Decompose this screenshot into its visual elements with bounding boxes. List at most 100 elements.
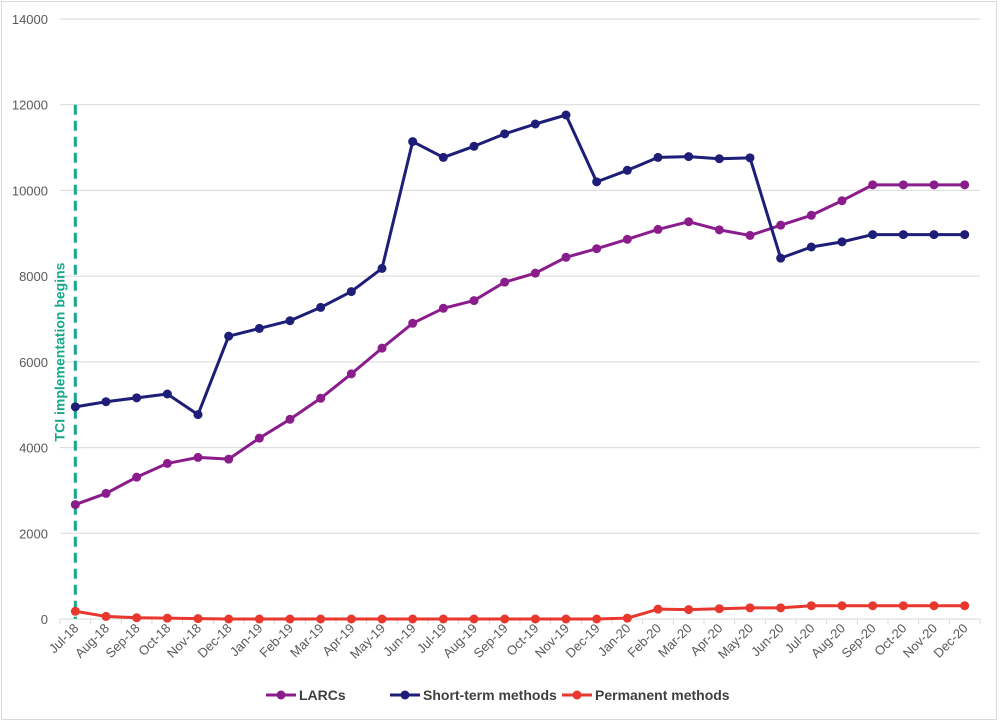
data-point — [224, 454, 234, 464]
data-point — [70, 402, 80, 412]
y-tick-label: 2000 — [19, 526, 48, 541]
data-point — [868, 230, 878, 240]
data-point — [254, 323, 264, 333]
series-group — [70, 110, 970, 624]
legend-label: Permanent methods — [595, 687, 730, 703]
data-point — [469, 141, 479, 151]
data-point — [254, 433, 264, 443]
annotation: TCI implementation begins — [51, 104, 77, 619]
data-point — [224, 331, 234, 341]
data-point — [438, 614, 448, 624]
data-point — [132, 472, 142, 482]
data-point — [837, 237, 847, 247]
data-point — [70, 606, 80, 616]
data-point — [929, 601, 939, 611]
x-tick-label: Dec-18 — [195, 621, 235, 661]
data-point — [132, 613, 142, 623]
data-point — [285, 414, 295, 424]
series-short-term-methods — [70, 110, 970, 420]
data-point — [469, 296, 479, 306]
x-tick-label: Jun-19 — [380, 621, 419, 660]
data-point — [714, 225, 724, 235]
data-point — [837, 196, 847, 206]
legend-label: LARCs — [299, 687, 346, 703]
data-point — [622, 613, 632, 623]
data-point — [101, 488, 111, 498]
data-point — [622, 165, 632, 175]
data-point — [684, 605, 694, 615]
data-point — [316, 614, 326, 624]
data-point — [101, 611, 111, 621]
data-point — [960, 601, 970, 611]
data-point — [162, 389, 172, 399]
data-point — [285, 614, 295, 624]
y-tick-label: 0 — [41, 612, 48, 627]
data-point — [776, 253, 786, 263]
x-tick-label: Feb-19 — [256, 621, 296, 661]
data-point — [653, 152, 663, 162]
y-tick-label: 12000 — [12, 98, 48, 113]
data-point — [530, 119, 540, 129]
data-point — [929, 180, 939, 190]
data-point — [898, 180, 908, 190]
data-point — [561, 614, 571, 624]
y-tick-label: 8000 — [19, 269, 48, 284]
data-point — [469, 614, 479, 624]
gridlines — [60, 18, 980, 534]
y-tick-label: 14000 — [12, 12, 48, 27]
data-point — [408, 318, 418, 328]
data-point — [500, 614, 510, 624]
data-point — [684, 152, 694, 162]
x-tick-label: Dec-19 — [563, 621, 603, 661]
data-point — [837, 601, 847, 611]
data-point — [622, 234, 632, 244]
data-point — [745, 230, 755, 240]
tci-annotation-label: TCI implementation begins — [51, 262, 67, 441]
data-point — [162, 458, 172, 468]
data-point — [377, 343, 387, 353]
data-point — [346, 369, 356, 379]
data-point — [193, 614, 203, 624]
data-point — [929, 230, 939, 240]
data-point — [684, 217, 694, 227]
data-point — [316, 302, 326, 312]
data-point — [714, 604, 724, 614]
data-point — [898, 601, 908, 611]
x-tick-label: Sep-20 — [839, 621, 879, 661]
data-point — [285, 316, 295, 326]
data-point — [408, 137, 418, 147]
data-point — [960, 180, 970, 190]
data-point — [377, 614, 387, 624]
series-larcs — [70, 180, 970, 510]
data-point — [70, 500, 80, 510]
data-point — [530, 614, 540, 624]
data-point — [346, 614, 356, 624]
data-point — [561, 110, 571, 120]
data-point — [224, 614, 234, 624]
x-tick-label: Sep-18 — [103, 621, 143, 661]
data-point — [193, 452, 203, 462]
y-tick-label: 6000 — [19, 355, 48, 370]
legend-swatch-marker — [276, 690, 286, 700]
y-axis-ticks: 0 2000 4000 6000 8000 10000 12000 14000 — [12, 12, 48, 627]
data-point — [592, 177, 602, 187]
series-line — [75, 113, 965, 417]
data-point — [530, 268, 540, 278]
data-point — [776, 220, 786, 230]
x-tick-label: Sep-19 — [471, 621, 511, 661]
data-point — [254, 614, 264, 624]
data-point — [776, 603, 786, 613]
data-point — [714, 154, 724, 164]
x-tick-label: Feb-20 — [624, 621, 664, 661]
data-point — [806, 210, 816, 220]
data-point — [592, 244, 602, 254]
legend: LARCs Short-term methods Permanent methods — [266, 687, 730, 703]
x-tick-label: Jun-20 — [748, 621, 787, 660]
series-line — [74, 183, 965, 506]
x-axis: Jul-18Aug-18Sep-18Oct-18Nov-18Dec-18Jan-… — [46, 618, 981, 662]
data-point — [438, 152, 448, 162]
legend-label: Short-term methods — [423, 687, 557, 703]
x-tick-label: Dec-20 — [931, 621, 971, 661]
data-point — [653, 604, 663, 614]
